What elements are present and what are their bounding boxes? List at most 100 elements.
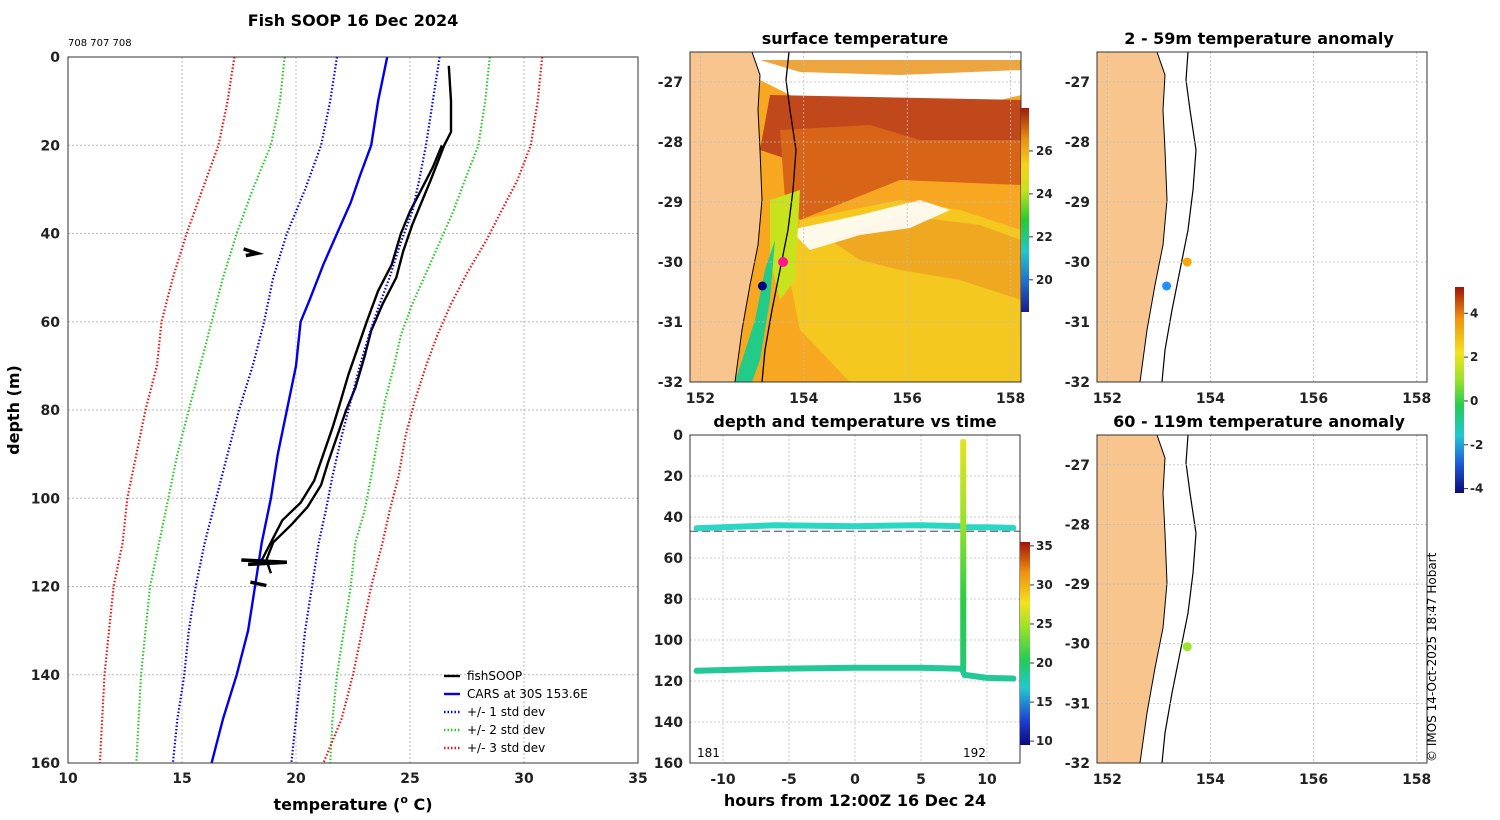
map-ytick: -30: [1065, 637, 1091, 653]
ts-annotation-start: 181: [697, 746, 720, 760]
profile-ytick: 40: [41, 227, 61, 243]
map-xtick: 152: [1093, 391, 1122, 407]
profile-series--3-std-dev: [98, 56, 236, 764]
map-ytick: -32: [1065, 756, 1090, 772]
ts-ytick: 160: [654, 756, 683, 772]
profile-cluster: [250, 580, 267, 588]
anomaly-map-shallow: 2 - 59m temperature anomaly 152 154 156 158…: [1065, 29, 1432, 407]
map-xtick: 154: [789, 391, 818, 407]
profile-xtick: 25: [400, 771, 419, 787]
profile-ytick: 140: [31, 668, 60, 684]
anom2-isobath: [1161, 435, 1197, 763]
anom1-frame: [1096, 51, 1428, 383]
sst-cblabel: 20: [1036, 273, 1053, 287]
sst-coastline: [734, 52, 763, 382]
map-ytick: -28: [1065, 517, 1090, 533]
ts-ytick: 140: [654, 715, 683, 731]
map-marker: [778, 257, 789, 267]
profile-series--2-std-dev-upper: [329, 56, 491, 764]
ts-cblabel: 10: [1036, 734, 1053, 748]
profile-ytick: 80: [41, 403, 61, 419]
ts-xtick: 0: [850, 772, 860, 788]
legend-label: +/- 3 std dev: [467, 741, 545, 755]
map-xtick: 158: [1402, 772, 1431, 788]
profile-subtitle: 708 707 708: [68, 38, 132, 49]
map-xtick: 152: [1093, 772, 1122, 788]
ts-ytick: 80: [664, 592, 684, 608]
ts-colorbar-ticks: 10 15 20 25 30 35: [1030, 539, 1053, 748]
map-ytick: -27: [1065, 75, 1090, 91]
sst-title: surface temperature: [762, 29, 949, 48]
map-ytick: -27: [1065, 458, 1090, 474]
profile-xtick: 30: [514, 771, 534, 787]
map-ytick: -32: [658, 375, 683, 391]
sst-colorbar: [1021, 108, 1029, 312]
ts-ytick: 120: [654, 674, 683, 690]
anom1-land: [1097, 52, 1167, 382]
anom2-title: 60 - 119m temperature anomaly: [1113, 412, 1405, 431]
anomaly-colorbar-ticks: -4 -2 0 2 4: [1464, 306, 1483, 496]
sst-cblabel: 22: [1036, 230, 1053, 244]
sst-ticks: 152 154 156 158 -27 -28 -29 -30 -31 -32: [658, 75, 1026, 407]
ts-cblabel: 20: [1036, 656, 1053, 670]
anomaly-colorbar-fill: [1455, 287, 1464, 493]
map-ytick: -30: [1065, 255, 1091, 271]
footer-credit: © IMOS 14-Oct-2025 18:47 Hobart: [1425, 552, 1439, 762]
profile-cluster: [243, 247, 265, 258]
map-xtick: 158: [1402, 391, 1431, 407]
profile-title: Fish SOOP 16 Dec 2024: [248, 11, 458, 30]
map-ytick: -31: [1065, 696, 1090, 712]
ts-ytick: 0: [673, 428, 683, 444]
profile-frame: [67, 56, 639, 764]
ts-cblabel: 30: [1036, 578, 1053, 592]
map-xtick: 156: [1299, 772, 1328, 788]
ts-cblabel: 15: [1036, 695, 1053, 709]
map-ytick: -29: [1065, 577, 1090, 593]
profile-grid: [67, 56, 639, 764]
profile-chart: Fish SOOP 16 Dec 2024 708 707 708 10 15 20…: [4, 11, 648, 814]
profile-xtick: 10: [58, 771, 78, 787]
sst-cblabel: 26: [1036, 144, 1053, 158]
ts-ytick: 100: [654, 633, 683, 649]
ts-cblabel: 25: [1036, 617, 1053, 631]
sst-cblabel: 24: [1036, 187, 1053, 201]
map-xtick: 154: [1196, 391, 1225, 407]
profile-series-fishsoop-2: [260, 144, 444, 561]
map-ytick: -29: [658, 195, 683, 211]
sst-land: [690, 52, 762, 382]
profile-ylabel: depth (m): [4, 365, 23, 455]
profile-xtick: 35: [628, 771, 647, 787]
anom1-ticks: 152 154 156 158 -27 -28 -29 -30 -31 -32: [1065, 75, 1432, 407]
anom2-markers: [1182, 642, 1192, 652]
profile-clusters: [241, 247, 287, 588]
anom2-coastline: [1139, 435, 1168, 763]
map-ytick: -31: [658, 315, 683, 331]
anom1-coastline: [1139, 52, 1168, 382]
ts-xlabel: hours from 12:00Z 16 Dec 24: [724, 791, 986, 810]
map-ytick: -32: [1065, 375, 1090, 391]
anom1-markers: [1162, 257, 1192, 291]
ts-cast: [960, 439, 967, 671]
map-xtick: 158: [996, 391, 1025, 407]
ts-ytick: 60: [664, 551, 684, 567]
anom-cblabel: -2: [1470, 438, 1483, 452]
anom1-grid: [1097, 52, 1427, 383]
sst-map: surface temperature 152 154 156 158 -27 -28 -2…: [658, 29, 1053, 407]
profile-ytick: 120: [31, 580, 60, 596]
sst-isobath: [761, 52, 797, 382]
map-xtick: 154: [1196, 772, 1225, 788]
sst-markers: [757, 257, 789, 291]
profile-ytick: 0: [50, 50, 60, 66]
ts-xtick: 10: [977, 772, 997, 788]
ts-colorbar: [1020, 542, 1030, 745]
map-ytick: -27: [658, 75, 683, 91]
profile-cluster: [241, 558, 287, 567]
map-marker: [757, 281, 767, 291]
sst-cool-shelf: [735, 240, 775, 382]
profile-series--2-std-dev: [135, 56, 286, 764]
anom-cblabel: 4: [1470, 306, 1478, 320]
legend-label: fishSOOP: [467, 669, 522, 683]
ts-tracks: [693, 439, 1017, 682]
